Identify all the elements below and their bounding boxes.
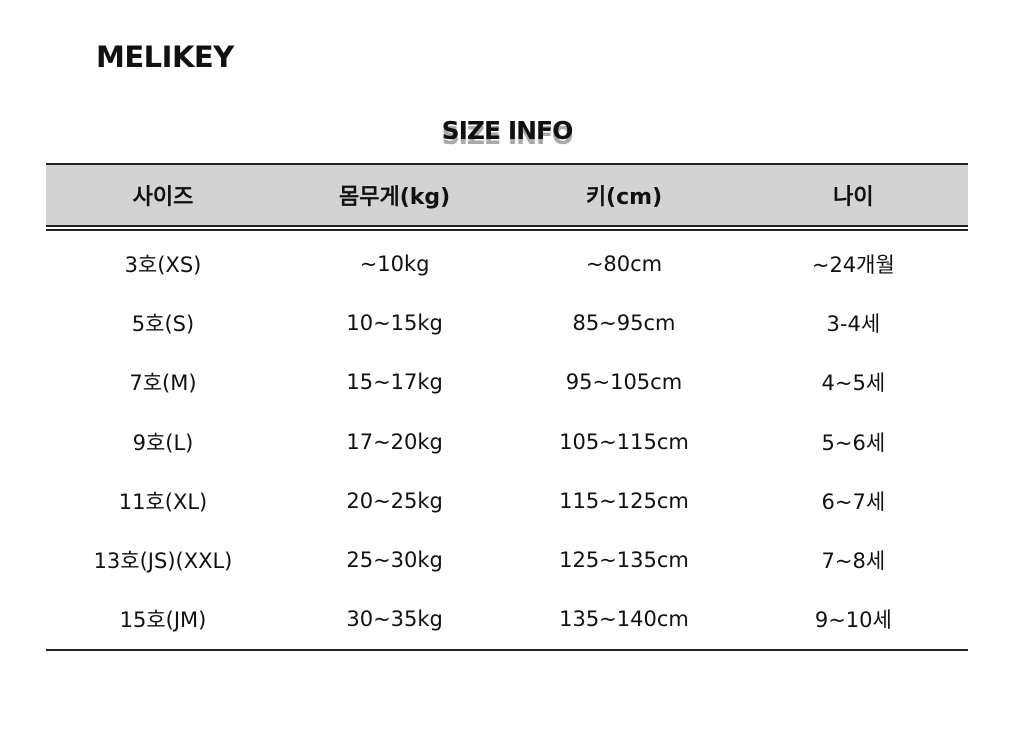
cell-age: 6~7세 — [821, 489, 886, 514]
table-row: 7호(M) 15~17kg 95~105cm 4~5세 — [46, 353, 968, 412]
header-divider — [46, 227, 968, 231]
cell-weight: ~10kg — [359, 251, 430, 276]
cell-weight: 10~15kg — [346, 310, 443, 335]
cell-size: 7호(M) — [129, 371, 197, 396]
cell-weight: 25~30kg — [346, 548, 443, 573]
cell-size: 15호(JM) — [119, 608, 207, 633]
cell-age: 7~8세 — [821, 549, 886, 574]
table-row: 13호(JS)(XXL) 25~30kg 125~135cm 7~8세 — [46, 530, 968, 589]
table-row: 11호(XL) 20~25kg 115~125cm 6~7세 — [46, 471, 968, 530]
cell-weight: 20~25kg — [346, 488, 443, 513]
cell-age: 9~10세 — [814, 608, 892, 633]
table-row: 15호(JM) 30~35kg 135~140cm 9~10세 — [46, 590, 968, 649]
cell-height: 135~140cm — [559, 607, 689, 632]
cell-size: 5호(S) — [131, 311, 195, 336]
size-table: 사이즈 몸무게(kg) 키(cm) 나이 3호(XS) ~10kg ~80cm ~24… — [46, 163, 968, 652]
table-row: 3호(XS) ~10kg ~80cm ~24개월 — [46, 234, 968, 293]
cell-height: 85~95cm — [572, 310, 676, 335]
cell-height: 95~105cm — [565, 370, 683, 395]
table-header: 사이즈 몸무게(kg) 키(cm) 나이 — [46, 163, 968, 227]
cell-age: 4~5세 — [821, 371, 886, 396]
cell-size: 9호(L) — [132, 430, 194, 455]
page-title: SIZE INFO — [441, 116, 574, 145]
cell-size: 13호(JS)(XXL) — [93, 549, 233, 574]
header-weight: 몸무게(kg) — [339, 185, 451, 210]
table-row: 5호(S) 10~15kg 85~95cm 3-4세 — [46, 293, 968, 352]
header-age: 나이 — [833, 185, 874, 210]
cell-size: 3호(XS) — [124, 252, 202, 277]
cell-weight: 17~20kg — [346, 429, 443, 454]
cell-age: 3-4세 — [826, 311, 881, 336]
cell-height: 115~125cm — [559, 488, 689, 513]
header-size: 사이즈 — [132, 185, 194, 210]
cell-weight: 30~35kg — [346, 607, 443, 632]
cell-size: 11호(XL) — [118, 489, 208, 514]
cell-height: 105~115cm — [559, 429, 689, 454]
cell-age: 5~6세 — [821, 430, 886, 455]
table-body: 3호(XS) ~10kg ~80cm ~24개월 5호(S) 10~15kg 85~95cm… — [46, 231, 968, 652]
brand-logo: MELIKEY — [96, 40, 234, 74]
header-height: 키(cm) — [585, 185, 663, 210]
cell-weight: 15~17kg — [346, 370, 443, 395]
cell-age: ~24개월 — [811, 252, 895, 277]
table-row: 9호(L) 17~20kg 105~115cm 5~6세 — [46, 412, 968, 471]
cell-height: 125~135cm — [559, 548, 689, 573]
cell-height: ~80cm — [585, 251, 663, 276]
